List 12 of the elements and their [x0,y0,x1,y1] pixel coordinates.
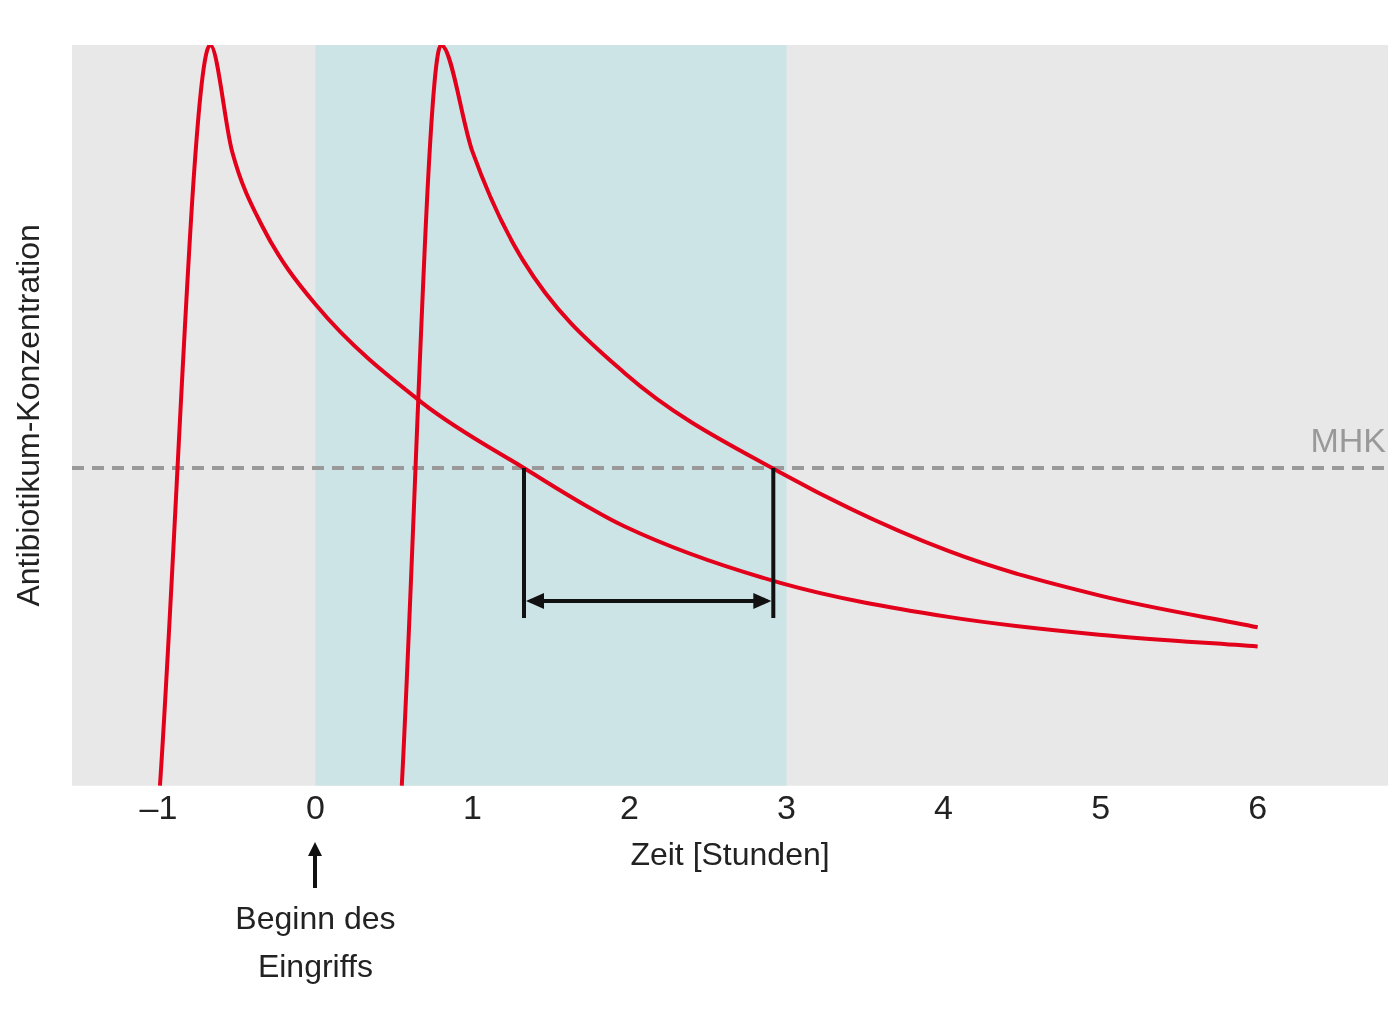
y-axis-title: Antibiotikum-Konzentration [9,224,46,607]
text: Beginn des Eingriffs [234,898,397,986]
x-tick-label: 5 [1091,787,1111,826]
x-tick-label: 6 [1248,787,1268,826]
x-tick-label: –1 [139,787,178,826]
ref-line-label: MHK [1310,421,1387,460]
x-axis-title: Zeit [Stunden] [630,835,830,872]
x-tick-label: 2 [620,787,639,826]
x-tick-label: 0 [305,787,325,826]
x-tick-label: 1 [462,787,482,826]
x-tick-label: 4 [934,787,954,826]
x-tick-label: 3 [777,787,796,826]
